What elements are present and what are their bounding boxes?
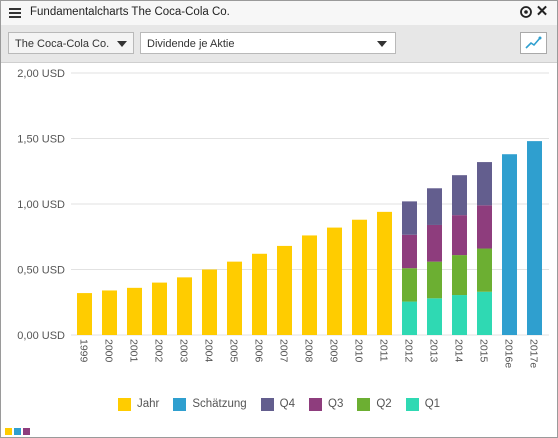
x-tick-label: 2006 bbox=[253, 339, 265, 363]
x-tick-label: 2009 bbox=[328, 339, 340, 363]
legend-item-schätzung[interactable]: Schätzung bbox=[173, 395, 247, 413]
y-axis-ticks: 2,00 USD 1,50 USD 1,00 USD 0,50 USD 0,00 USD bbox=[17, 68, 65, 342]
title-bar: Fundamentalcharts The Coca-Cola Co. ✕ bbox=[1, 1, 557, 25]
window-title: Fundamentalcharts The Coca-Cola Co. bbox=[30, 6, 230, 18]
y-tick-label: 0,50 USD bbox=[17, 265, 65, 277]
bar-q1-2015 bbox=[477, 291, 492, 335]
x-tick-label: 2014 bbox=[453, 339, 465, 363]
chevron-down-icon bbox=[117, 41, 127, 47]
legend-item-q3[interactable]: Q3 bbox=[309, 395, 343, 413]
bar-annual-2004 bbox=[202, 269, 217, 335]
legend-label: Q3 bbox=[328, 398, 344, 410]
legend-item-jahr[interactable]: Jahr bbox=[117, 395, 160, 413]
bar-annual-2010 bbox=[352, 219, 367, 335]
x-tick-label: 2004 bbox=[203, 339, 215, 363]
close-icon[interactable]: ✕ bbox=[535, 3, 549, 20]
metric-dropdown-value: Dividende je Aktie bbox=[147, 38, 235, 50]
x-tick-label: 2000 bbox=[103, 339, 115, 363]
legend-swatch bbox=[117, 397, 131, 411]
x-tick-label: 2013 bbox=[428, 339, 440, 363]
bar-q3-2015 bbox=[477, 205, 492, 249]
bar-q1-2013 bbox=[427, 298, 442, 335]
x-tick-label: 2011 bbox=[378, 339, 390, 362]
toolbar: The Coca-Cola Co. Dividende je Aktie bbox=[1, 25, 557, 63]
x-tick-label: 1999 bbox=[78, 339, 90, 363]
bar-q4-2015 bbox=[477, 162, 492, 206]
company-dropdown[interactable]: The Coca-Cola Co. bbox=[8, 32, 134, 54]
bar-annual-2011 bbox=[377, 211, 392, 335]
bar-annual-2005 bbox=[227, 261, 242, 335]
handle-dot bbox=[23, 428, 30, 435]
x-tick-label: 2010 bbox=[353, 339, 365, 363]
bar-annual-2006 bbox=[252, 253, 267, 335]
metric-dropdown[interactable]: Dividende je Aktie bbox=[140, 32, 396, 54]
legend-item-q1[interactable]: Q1 bbox=[405, 395, 441, 413]
resize-handle[interactable] bbox=[5, 428, 33, 435]
bar-q4-2012 bbox=[402, 201, 417, 235]
bar-q3-2012 bbox=[402, 234, 417, 269]
handle-dot bbox=[5, 428, 12, 435]
target-icon[interactable] bbox=[519, 5, 533, 19]
bar-q1-2012 bbox=[402, 301, 417, 335]
bar-annual-2001 bbox=[127, 287, 142, 335]
y-tick-label: 1,00 USD bbox=[17, 199, 65, 211]
x-tick-label: 2001 bbox=[128, 339, 140, 363]
bar-annual-2003 bbox=[177, 277, 192, 335]
x-tick-label: 2007 bbox=[278, 339, 290, 363]
legend-item-q2[interactable]: Q2 bbox=[357, 395, 392, 413]
bar-annual-2002 bbox=[152, 282, 167, 335]
x-tick-label: 2005 bbox=[228, 339, 240, 363]
y-tick-label: 1,50 USD bbox=[17, 134, 65, 146]
hamburger-menu-icon[interactable] bbox=[9, 8, 21, 18]
legend-swatch bbox=[260, 397, 274, 411]
bar-annual-2008 bbox=[302, 235, 317, 335]
x-tick-label: 2008 bbox=[303, 339, 315, 363]
legend-swatch bbox=[309, 397, 323, 411]
x-tick-label: 2017e bbox=[528, 339, 540, 368]
x-tick-label: 2003 bbox=[178, 339, 190, 363]
bar-q2-2014 bbox=[452, 255, 467, 296]
y-tick-label: 2,00 USD bbox=[17, 68, 65, 80]
x-tick-label: 2016e bbox=[503, 339, 515, 368]
handle-dot bbox=[14, 428, 21, 435]
bar-q3-2013 bbox=[427, 224, 442, 262]
bar-annual-2007 bbox=[277, 245, 292, 335]
chart-bars bbox=[77, 141, 542, 335]
bar-q2-2015 bbox=[477, 248, 492, 292]
legend-item-q4[interactable]: Q4 bbox=[260, 395, 296, 413]
bar-annual-1999 bbox=[77, 293, 92, 335]
legend-label: Jahr bbox=[136, 398, 160, 410]
y-tick-label: 0,00 USD bbox=[17, 330, 65, 342]
x-tick-label: 2012 bbox=[403, 339, 415, 363]
company-dropdown-value: The Coca-Cola Co. bbox=[15, 38, 110, 50]
bar-q4-2013 bbox=[427, 188, 442, 225]
bar-q3-2014 bbox=[452, 215, 467, 256]
dividend-chart: 2,00 USD 1,50 USD 1,00 USD 0,50 USD 0,00 USD… bbox=[17, 68, 549, 368]
x-tick-label: 2002 bbox=[153, 339, 165, 363]
chart-grid bbox=[71, 72, 549, 336]
legend-label: Q1 bbox=[424, 398, 441, 410]
bar-q1-2014 bbox=[452, 295, 467, 335]
line-chart-icon bbox=[525, 36, 542, 49]
bar-q2-2012 bbox=[402, 268, 417, 302]
legend-swatch bbox=[173, 397, 187, 411]
legend-label: Q4 bbox=[279, 398, 296, 410]
bar-estimate-2016e bbox=[502, 154, 517, 335]
bar-estimate-2017e bbox=[527, 141, 542, 335]
bar-annual-2009 bbox=[327, 227, 342, 335]
chart-type-button[interactable] bbox=[520, 32, 547, 54]
legend-swatch bbox=[405, 397, 419, 411]
x-axis-ticks: 1999 2000 2001 2002 2003 2004 2005 2006 2007 2008… bbox=[78, 339, 540, 368]
bar-q4-2014 bbox=[452, 175, 467, 216]
legend-label: Schätzung bbox=[192, 398, 247, 410]
bar-annual-2000 bbox=[102, 290, 117, 335]
x-tick-label: 2015 bbox=[478, 339, 490, 363]
bar-q2-2013 bbox=[427, 261, 442, 299]
legend-swatch bbox=[357, 397, 371, 411]
chart-legend: Jahr Schätzung Q4 Q3 Q2 Q1 bbox=[1, 395, 557, 413]
legend-label: Q2 bbox=[376, 398, 392, 410]
chevron-down-icon bbox=[377, 41, 387, 47]
